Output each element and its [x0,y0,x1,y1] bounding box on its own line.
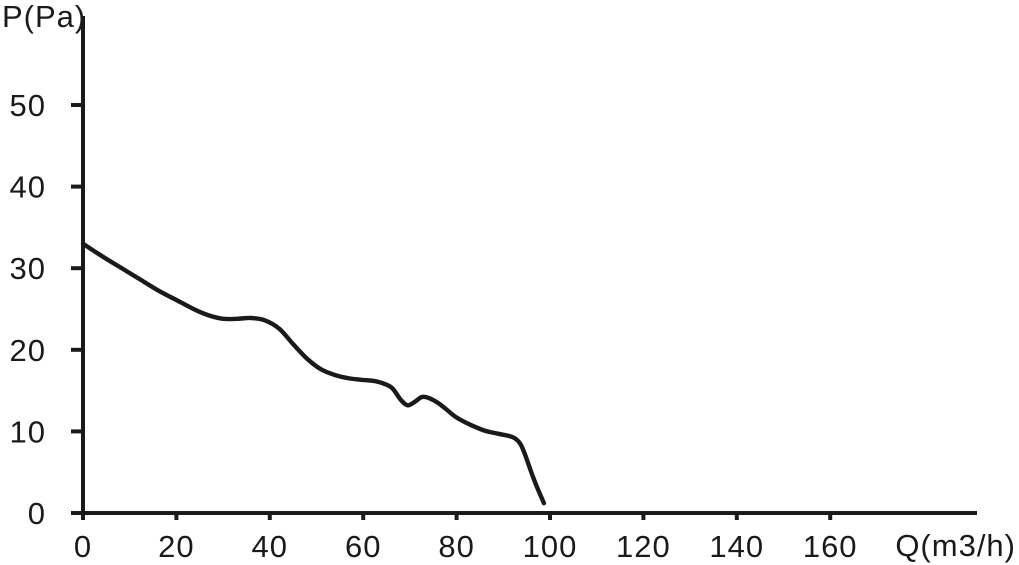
x-tick-label: 120 [616,529,671,564]
y-tick-label: 40 [10,170,46,205]
y-tick-label: 30 [10,251,46,286]
axis-ticks [71,103,833,520]
y-tick-label: 10 [10,414,46,449]
x-tick-label: 160 [803,529,858,564]
y-tick-label: 50 [10,88,46,123]
axis-tick-labels: 0 10 20 30 40 50 0 20 40 60 80 100 120 140 160 [10,88,858,564]
axes [81,16,977,515]
x-tick-label: 0 [74,529,92,564]
fan-curve-line [80,241,547,506]
x-tick-label: 80 [438,529,474,564]
y-tick-label: 20 [10,333,46,368]
x-tick-label: 140 [709,529,764,564]
axis-lines [81,16,977,515]
y-axis-label: P(Pa) [2,0,86,34]
x-tick-label: 100 [523,529,578,564]
x-tick-label: 60 [345,529,381,564]
x-axis-label: Q(m3/h) [895,528,1016,563]
x-tick-label: 40 [252,529,288,564]
y-tick-label: 0 [28,496,46,531]
x-tick-label: 20 [158,529,194,564]
